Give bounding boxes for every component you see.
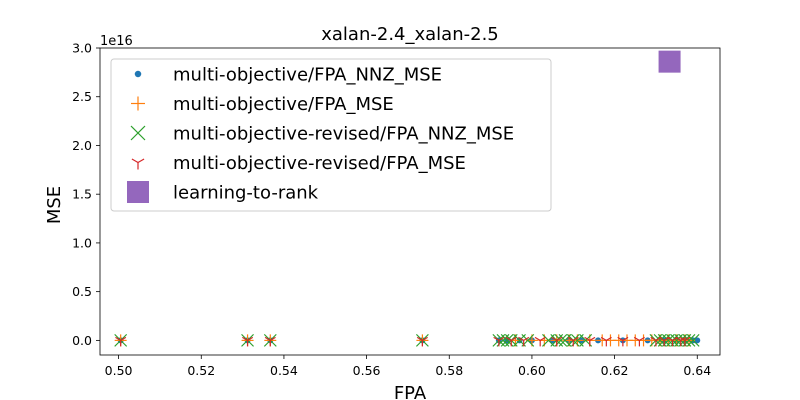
y-axis-label: MSE	[44, 186, 65, 224]
y-tick-label: 1.0	[72, 235, 92, 250]
x-tick-label: 0.56	[353, 363, 381, 378]
data-point	[242, 336, 254, 347]
plot-frame	[99, 47, 721, 356]
plot-area: 0.50 0.52 0.54 0.56 0.58 0.60 0.62 0.64 0.0 0.5 1.…	[72, 41, 721, 378]
data-point	[600, 336, 612, 347]
data-point	[416, 336, 428, 347]
x-tick-label: 0.62	[601, 363, 629, 378]
x-tick-label: 0.64	[683, 363, 711, 378]
data-point	[518, 336, 530, 347]
y-offset-label: 1e16	[100, 34, 133, 49]
data-point	[584, 336, 596, 347]
data-point	[679, 336, 691, 347]
data-point	[617, 336, 629, 347]
y-tick-label: 3.0	[72, 41, 92, 56]
legend-marker	[127, 181, 149, 203]
data-point	[567, 336, 579, 347]
legend: multi-objective/FPA_NNZ_MSE multi-objecti…	[110, 58, 552, 212]
legend-label: multi-objective-revised/FPA_NNZ_MSE	[173, 124, 514, 145]
legend-marker	[131, 158, 145, 170]
data-point	[686, 333, 700, 347]
x-tick-label: 0.60	[518, 363, 546, 378]
data-point	[115, 336, 127, 347]
legend-label: multi-objective-revised/FPA_MSE	[173, 153, 466, 174]
y-tick-label: 0.0	[72, 333, 92, 348]
x-tick-label: 0.50	[105, 363, 133, 378]
legend-marker	[130, 125, 146, 141]
x-tick-label: 0.52	[187, 363, 215, 378]
x-axis-label: FPA	[394, 383, 427, 400]
x-tick-label: 0.54	[270, 363, 298, 378]
y-tick-label: 2.0	[72, 138, 92, 153]
legend-label: multi-objective/FPA_MSE	[173, 94, 394, 115]
x-tick-label: 0.58	[435, 363, 463, 378]
chart-title: xalan-2.4_xalan-2.5	[321, 24, 499, 45]
data-point	[534, 336, 546, 347]
data-point	[694, 337, 701, 344]
legend-marker	[131, 96, 145, 111]
data-point	[551, 336, 563, 347]
data-point	[633, 336, 645, 347]
data-point	[493, 336, 505, 347]
y-tick-label: 1.5	[72, 187, 92, 202]
y-tick-label: 0.5	[72, 284, 92, 299]
y-tick-label: 2.5	[72, 89, 92, 104]
legend-box	[110, 58, 552, 212]
legend-label: multi-objective/FPA_NNZ_MSE	[173, 65, 442, 86]
data-point	[505, 336, 517, 347]
legend-marker	[134, 70, 142, 78]
data-point	[658, 50, 681, 73]
data-point	[264, 336, 276, 347]
legend-label: learning-to-rank	[173, 183, 319, 204]
